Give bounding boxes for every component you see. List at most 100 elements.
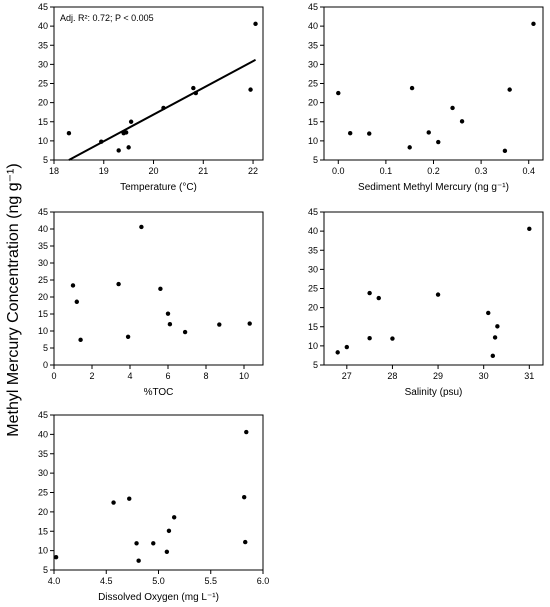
x-axis-label: Temperature (°C) [120,182,197,193]
plot-frame [323,6,544,161]
y-tick-label: 35 [38,241,48,251]
y-tick-label: 15 [308,117,318,127]
point [344,344,350,350]
point [191,85,196,91]
plot-frame [53,211,264,366]
point [167,322,173,327]
x-axis-label: Sediment Methyl Mercury (ng g⁻¹) [358,182,509,193]
y-tick-label: 40 [38,21,48,31]
x-tick-label: 6 [165,371,170,381]
point [126,145,131,150]
y-tick-label: 10 [38,326,48,336]
y-tick-label: 10 [308,136,318,146]
y-tick-label: 25 [38,275,48,285]
point [241,494,247,500]
y-tick-label: 35 [308,40,318,50]
point [243,539,248,545]
point [128,119,134,124]
y-tick-label: 15 [308,322,318,332]
point [367,290,372,296]
point [70,283,76,288]
point [151,541,156,546]
x-tick-label: 0 [51,371,56,381]
y-tick-label: 35 [308,245,318,255]
point [507,87,512,92]
x-tick-label: 20 [149,166,159,176]
point [182,329,188,335]
point [347,131,353,136]
y-tick-label: 5 [313,155,318,165]
panel: 5 10 15 20 25 30 35 40 45 27 28 29 30 31 Salinity (psu… [308,207,544,398]
point [123,130,129,135]
x-tick-label: 22 [248,166,258,176]
y-tick-label: 15 [38,117,48,127]
x-tick-label: 21 [198,166,208,176]
point [531,21,536,27]
point [78,337,83,343]
point [390,336,395,341]
point [66,131,72,136]
x-tick-label: 0.1 [380,166,393,176]
x-tick-label: 2 [89,371,94,381]
panel: 5 10 15 20 25 30 35 40 45 18 19 20 21 22 Temperature (… [38,2,264,193]
point [253,21,258,27]
point [409,85,415,91]
plot-frame [323,211,544,366]
y-tick-label: 25 [308,79,318,89]
point [502,148,508,154]
x-tick-label: 31 [524,371,534,381]
point [435,292,441,297]
point [136,558,141,563]
point [367,336,372,341]
y-axis-label: Methyl Mercury Concentration (ng g⁻¹) [5,163,22,436]
x-tick-label: 8 [203,371,208,381]
point [158,286,163,292]
plot-frame [53,6,264,161]
y-tick-label: 40 [308,226,318,236]
x-tick-label: 0.3 [475,166,488,176]
y-tick-label: 5 [43,343,48,353]
x-axis-label: %TOC [144,387,174,398]
point [248,87,253,92]
x-tick-label: 0.2 [427,166,440,176]
point [376,295,381,301]
point [217,322,222,327]
x-tick-label: 4.5 [100,576,113,586]
y-tick-label: 10 [38,546,48,556]
y-tick-label: 30 [38,468,48,478]
y-tick-label: 20 [308,303,318,313]
y-tick-label: 5 [313,360,318,370]
y-tick-label: 40 [38,224,48,234]
point [99,139,104,144]
y-tick-label: 40 [38,429,48,439]
y-tick-label: 35 [38,449,48,459]
point [74,299,80,304]
point [495,324,500,329]
point [171,515,177,520]
point [527,226,532,232]
x-tick-label: 10 [239,371,249,381]
y-tick-label: 20 [308,98,318,108]
point [164,549,170,554]
x-axis-label: Dissolved Oxygen (mg L⁻¹) [98,592,219,603]
panel: 5 10 15 20 25 30 35 40 45 0.0 0.1 0.2 0.3 0.4 Sediment… [308,2,544,193]
x-tick-label: 4 [127,371,132,381]
y-tick-label: 0 [43,360,48,370]
point [336,90,341,96]
y-tick-label: 30 [38,59,48,69]
y-tick-label: 45 [38,410,48,420]
point [367,131,372,136]
y-tick-label: 20 [38,292,48,302]
y-tick-label: 30 [308,264,318,274]
x-tick-label: 30 [479,371,489,381]
x-tick-label: 5.0 [152,576,165,586]
y-tick-label: 45 [308,207,318,217]
point [134,541,139,546]
regression-line [68,58,257,161]
point [127,496,132,501]
panel: 0 5 10 15 20 25 30 35 40 45 0 2 4 6 8 10 %TOC [38,207,264,398]
x-tick-label: 27 [342,371,352,381]
y-tick-label: 20 [38,98,48,108]
y-tick-label: 25 [38,79,48,89]
